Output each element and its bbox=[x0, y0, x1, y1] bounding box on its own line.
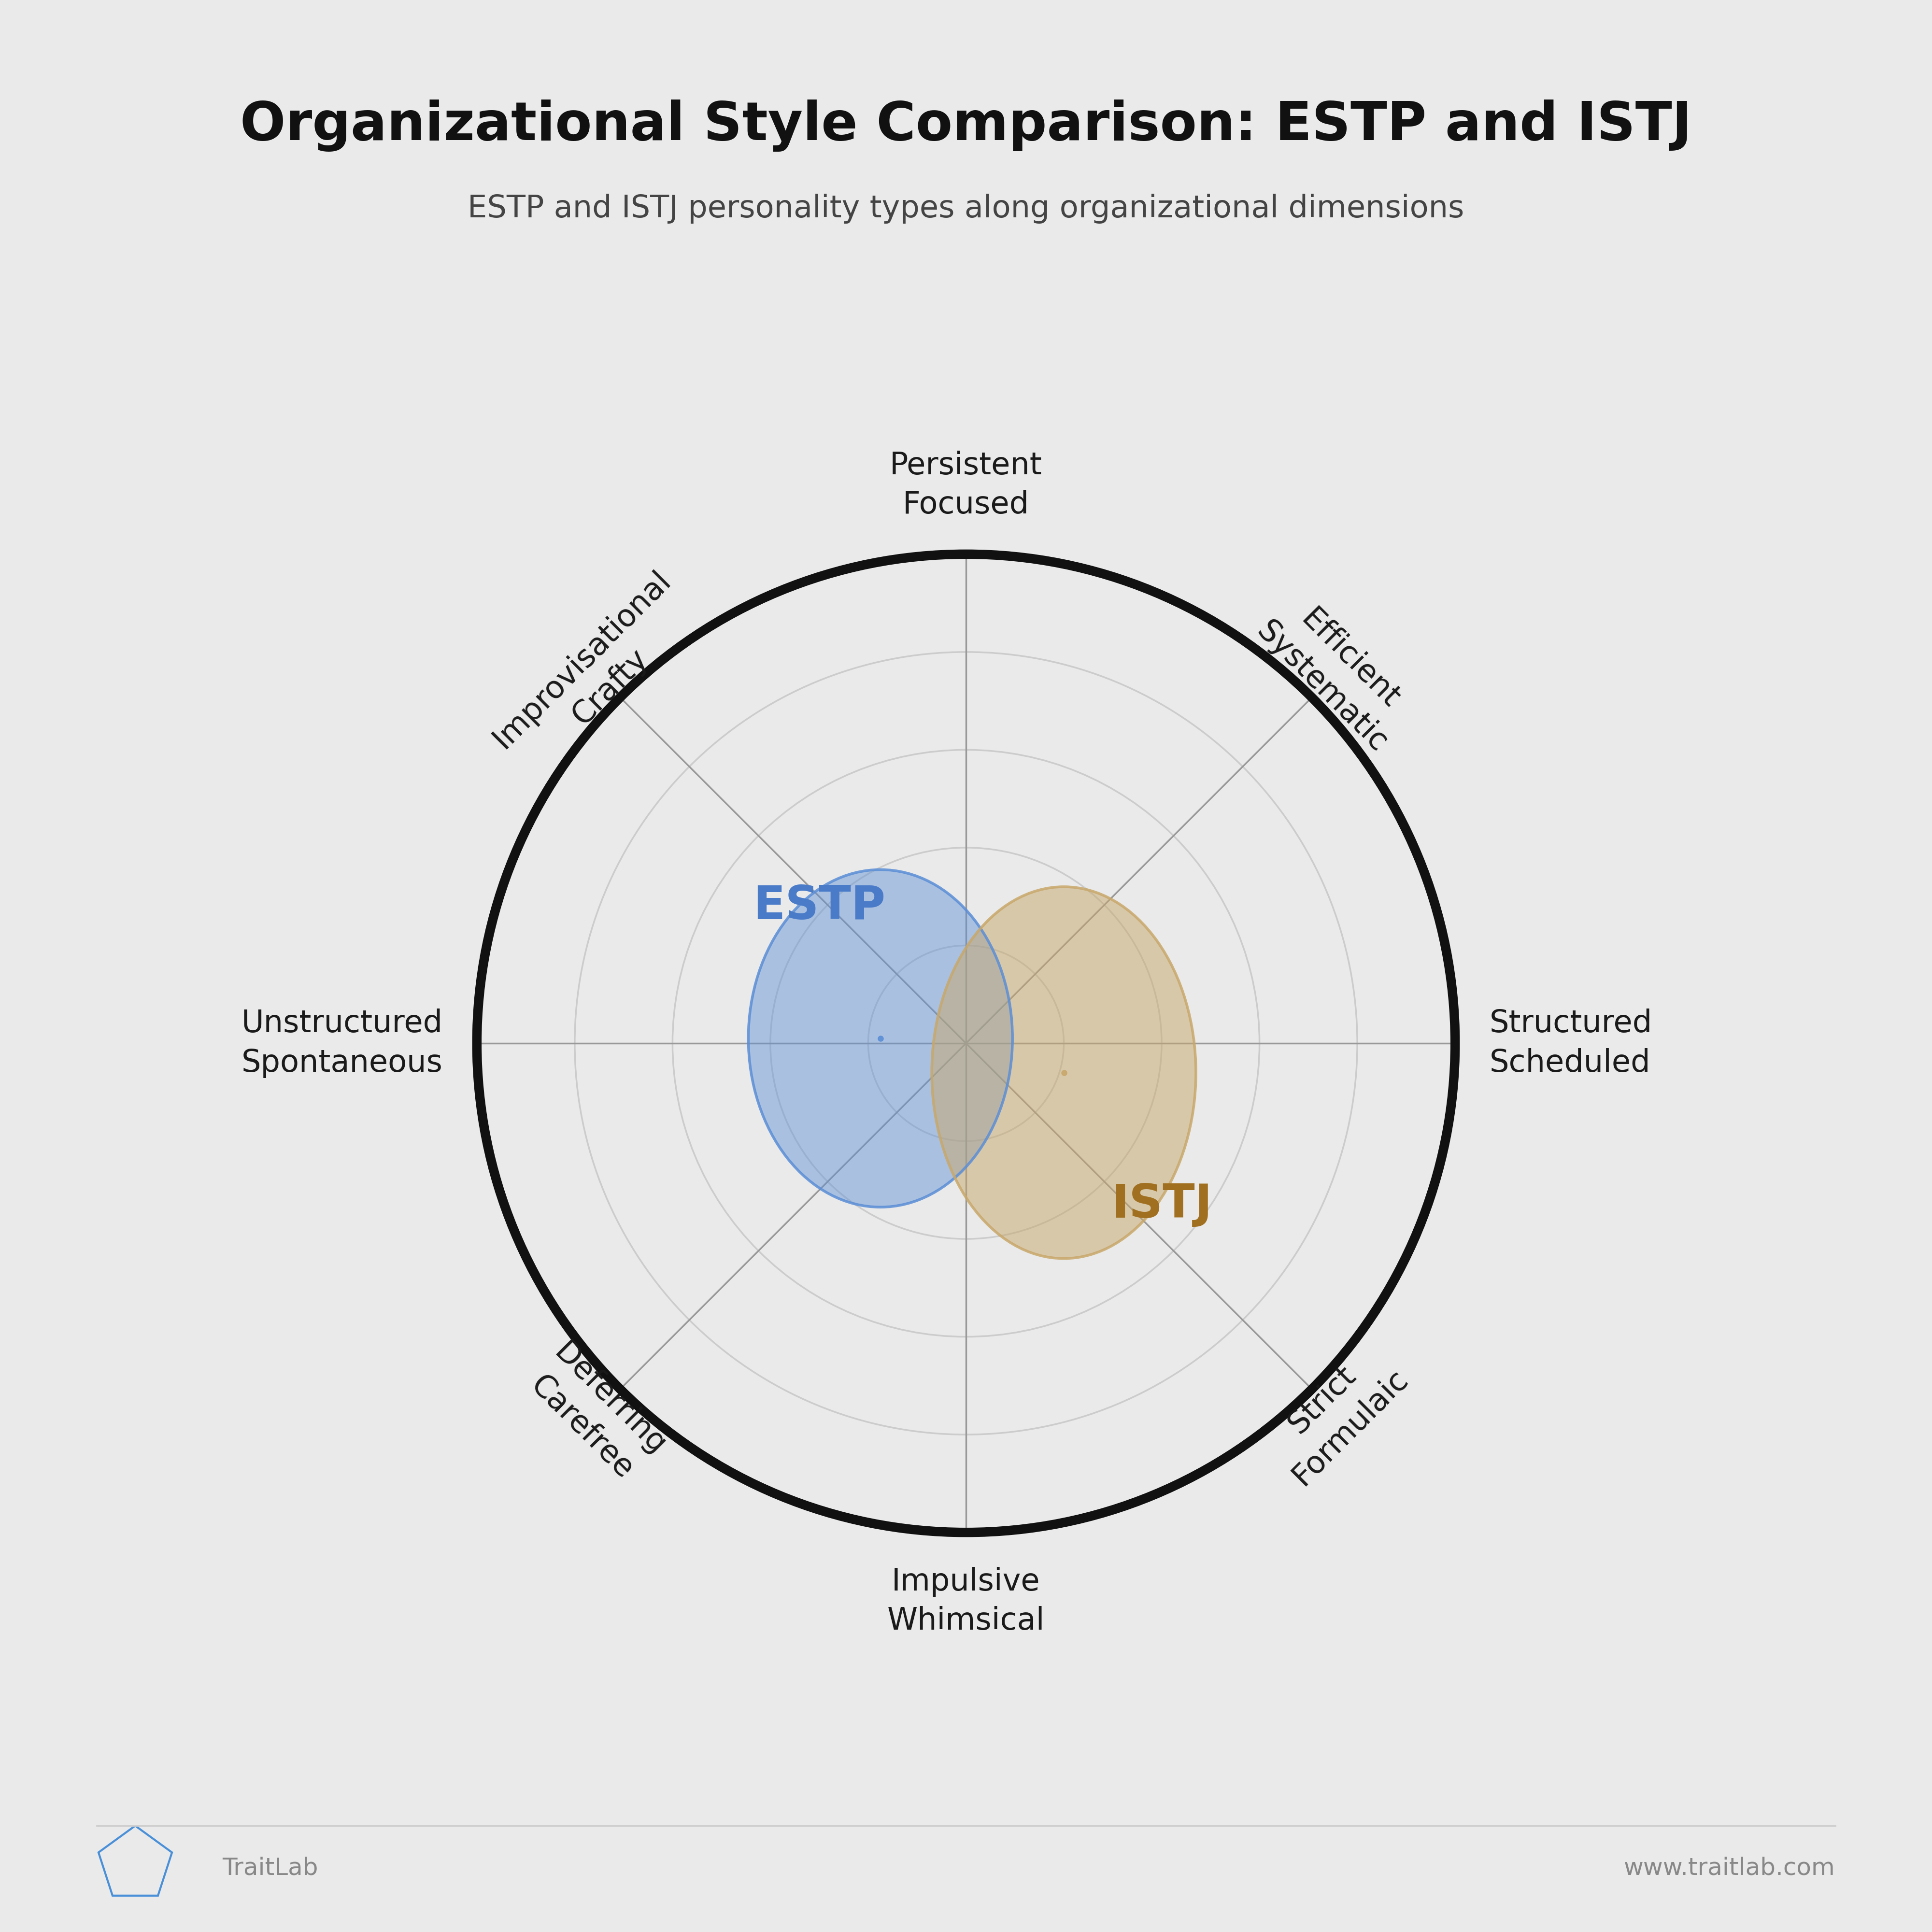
Text: Impulsive
Whimsical: Impulsive Whimsical bbox=[887, 1567, 1045, 1636]
Text: ESTP and ISTJ personality types along organizational dimensions: ESTP and ISTJ personality types along or… bbox=[468, 193, 1464, 224]
Text: Persistent
Focused: Persistent Focused bbox=[891, 450, 1041, 520]
Ellipse shape bbox=[748, 869, 1012, 1208]
Text: Unstructured
Spontaneous: Unstructured Spontaneous bbox=[242, 1009, 442, 1078]
Text: ESTP: ESTP bbox=[753, 883, 885, 929]
Text: Organizational Style Comparison: ESTP and ISTJ: Organizational Style Comparison: ESTP an… bbox=[240, 99, 1692, 153]
Text: www.traitlab.com: www.traitlab.com bbox=[1625, 1857, 1835, 1880]
Text: ISTJ: ISTJ bbox=[1111, 1182, 1211, 1227]
Text: Deferring
Carefree: Deferring Carefree bbox=[520, 1337, 672, 1490]
Text: Efficient
Systematic: Efficient Systematic bbox=[1250, 587, 1422, 759]
Text: TraitLab: TraitLab bbox=[222, 1857, 319, 1880]
Text: Improvisational
Crafty: Improvisational Crafty bbox=[487, 564, 705, 782]
Text: Strict
Formulaic: Strict Formulaic bbox=[1258, 1335, 1414, 1492]
Ellipse shape bbox=[931, 887, 1196, 1258]
Text: Structured
Scheduled: Structured Scheduled bbox=[1490, 1009, 1652, 1078]
